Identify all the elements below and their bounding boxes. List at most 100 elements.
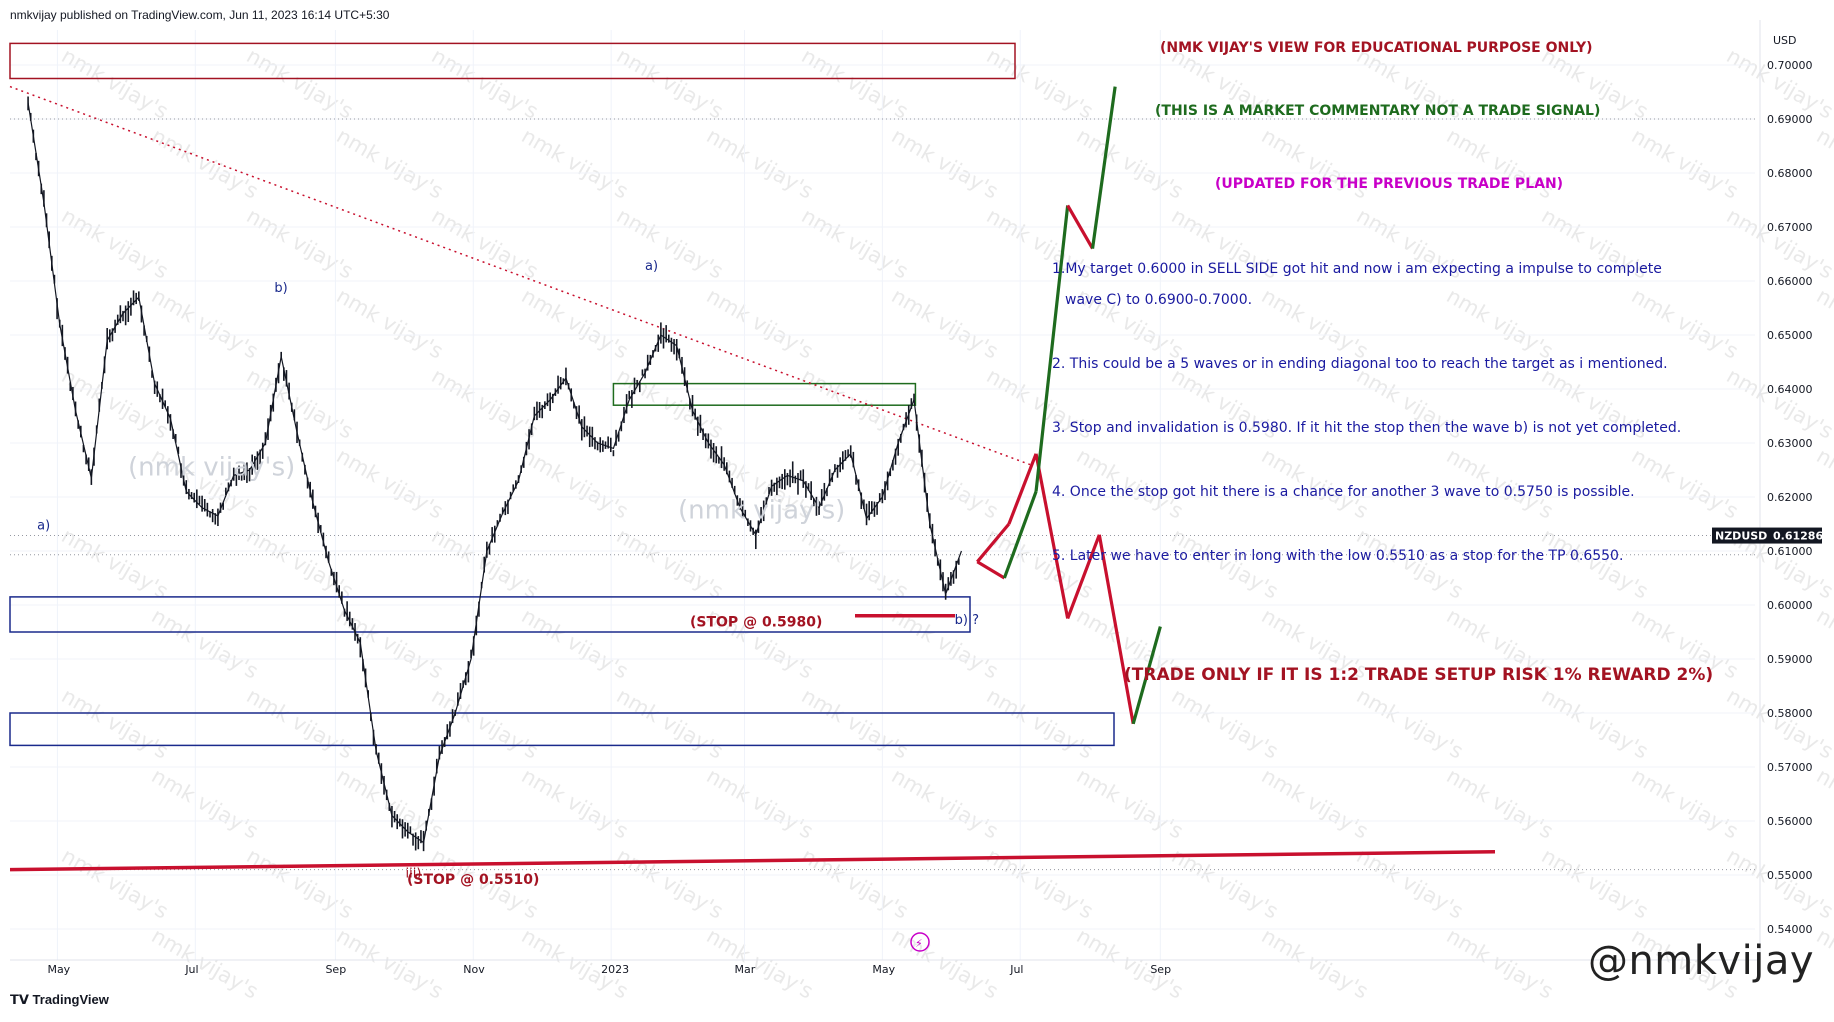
watermark-text: nmk vijay's bbox=[1628, 444, 1743, 524]
wave-label: a) bbox=[645, 259, 658, 274]
y-tick-label: 0.61000 bbox=[1767, 545, 1813, 558]
annotation-point-5: 5. Later we have to enter in long with t… bbox=[1052, 548, 1623, 564]
tradingview-logo-icon: 𝗧𝗩 bbox=[10, 992, 33, 1007]
watermark-text: nmk vijay's bbox=[1443, 924, 1558, 1004]
annotation-point-1-cont: wave C) to 0.6900-0.7000. bbox=[1065, 292, 1252, 308]
x-tick-label: May bbox=[872, 963, 895, 976]
stop-label-05510: (STOP @ 0.5510) bbox=[407, 872, 539, 888]
watermark-text: nmk vijay's bbox=[58, 844, 173, 924]
watermark-text: nmk vijay's bbox=[1813, 924, 1834, 1004]
y-tick-label: 0.58000 bbox=[1767, 707, 1813, 720]
y-tick-label: 0.54000 bbox=[1767, 923, 1813, 936]
watermark-text: nmk vijay's bbox=[1813, 764, 1834, 844]
watermark-text: nmk vijay's bbox=[1258, 924, 1373, 1004]
watermark-text: nmk vijay's bbox=[1443, 764, 1558, 844]
watermark-text: nmk vijay's bbox=[1723, 684, 1834, 764]
watermark-text: nmk vijay's bbox=[1813, 444, 1834, 524]
watermark-text: nmk vijay's bbox=[1723, 44, 1834, 124]
y-tick-label: 0.62000 bbox=[1767, 491, 1813, 504]
watermark-text: nmk vijay's bbox=[1168, 684, 1283, 764]
y-tick-label: 0.64000 bbox=[1767, 383, 1813, 396]
annotation-point-2: 2. This could be a 5 waves or in ending … bbox=[1052, 356, 1668, 372]
watermark-text: nmk vijay's bbox=[58, 44, 173, 124]
alt-projection-leg[interactable] bbox=[1093, 87, 1116, 249]
watermark-text: nmk vijay's bbox=[1723, 844, 1834, 924]
currency-label: USD bbox=[1773, 34, 1797, 47]
last-price-text: 0.61286 bbox=[1773, 530, 1823, 543]
projection-leg[interactable] bbox=[1009, 454, 1036, 524]
watermark-text: nmk vijay's bbox=[1628, 124, 1743, 204]
projection-leg[interactable] bbox=[1036, 454, 1068, 619]
watermark-text: nmk vijay's bbox=[1628, 764, 1743, 844]
watermark-text: nmk vijay's bbox=[1723, 364, 1834, 444]
wave-label: b) ? bbox=[955, 613, 979, 628]
watermark-text: nmk vijay's bbox=[613, 364, 728, 444]
watermark-text: nmk vijay's bbox=[243, 364, 358, 444]
watermark-text: nmk vijay's bbox=[798, 684, 913, 764]
annotation-point-3: 3. Stop and invalidation is 0.5980. If i… bbox=[1052, 420, 1681, 436]
annotation-point-1: 1.My target 0.6000 in SELL SIDE got hit … bbox=[1052, 261, 1662, 277]
annotation-trade-rule: (TRADE ONLY IF IT IS 1:2 TRADE SETUP RIS… bbox=[1124, 665, 1713, 685]
watermark-text: nmk vijay's bbox=[613, 684, 728, 764]
watermark-text: nmk vijay's bbox=[518, 124, 633, 204]
watermark-text: nmk vijay's bbox=[1258, 284, 1373, 364]
annotation-title-1: (NMK VIJAY'S VIEW FOR EDUCATIONAL PURPOS… bbox=[1160, 40, 1593, 56]
watermark-text: nmk vijay's bbox=[518, 604, 633, 684]
watermark-text: nmk vijay's bbox=[798, 844, 913, 924]
watermark-text: nmk vijay's bbox=[1443, 284, 1558, 364]
watermark-text: nmk vijay's bbox=[148, 924, 263, 1004]
watermark-text: nmk vijay's bbox=[798, 44, 913, 124]
y-tick-label: 0.65000 bbox=[1767, 329, 1813, 342]
watermark-text: nmk vijay's bbox=[333, 924, 448, 1004]
x-tick-label: 2023 bbox=[601, 963, 629, 976]
stop-label-0598: (STOP @ 0.5980) bbox=[690, 615, 822, 631]
watermark-text: nmk vijay's bbox=[703, 124, 818, 204]
y-tick-label: 0.69000 bbox=[1767, 113, 1813, 126]
watermark-text: nmk vijay's bbox=[333, 124, 448, 204]
y-tick-label: 0.68000 bbox=[1767, 167, 1813, 180]
watermark-text: nmk vijay's bbox=[703, 284, 818, 364]
brand-name: TradingView bbox=[33, 992, 109, 1007]
symbol-badge-text: NZDUSD bbox=[1715, 530, 1767, 543]
watermark-text: nmk vijay's bbox=[798, 204, 913, 284]
watermark-text: nmk vijay's bbox=[148, 604, 263, 684]
watermark-text: nmk vijay's bbox=[333, 444, 448, 524]
long-term-support-line[interactable] bbox=[10, 852, 1495, 870]
watermark-text: nmk vijay's bbox=[798, 364, 913, 444]
x-tick-label: Jul bbox=[184, 963, 198, 976]
support-box-lower[interactable] bbox=[10, 713, 1114, 745]
y-tick-label: 0.70000 bbox=[1767, 59, 1813, 72]
top-resistance-box[interactable] bbox=[10, 43, 1015, 78]
watermark-text: nmk vijay's bbox=[518, 284, 633, 364]
watermark-text: nmk vijay's bbox=[1628, 284, 1743, 364]
watermark-text: nmk vijay's bbox=[428, 204, 543, 284]
big-watermark: (nmk vijay's) bbox=[128, 452, 295, 482]
watermark-text: nmk vijay's bbox=[1073, 124, 1188, 204]
watermark-text: nmk vijay's bbox=[888, 764, 1003, 844]
y-tick-label: 0.63000 bbox=[1767, 437, 1813, 450]
y-tick-label: 0.60000 bbox=[1767, 599, 1813, 612]
watermark-text: nmk vijay's bbox=[1258, 764, 1373, 844]
watermark-text: nmk vijay's bbox=[428, 364, 543, 444]
watermark-text: nmk vijay's bbox=[1538, 844, 1653, 924]
watermark-text: nmk vijay's bbox=[518, 444, 633, 524]
alt-projection-leg[interactable] bbox=[977, 562, 1004, 578]
watermark-text: nmk vijay's bbox=[148, 764, 263, 844]
watermark-text: nmk vijay's bbox=[1813, 124, 1834, 204]
watermark-text: nmk vijay's bbox=[703, 764, 818, 844]
watermark-text: nmk vijay's bbox=[428, 44, 543, 124]
watermark-text: nmk vijay's bbox=[1073, 764, 1188, 844]
watermark-text: nmk vijay's bbox=[518, 764, 633, 844]
watermark-text: nmk vijay's bbox=[243, 844, 358, 924]
watermark-text: nmk vijay's bbox=[1813, 284, 1834, 364]
watermark-text: nmk vijay's bbox=[148, 124, 263, 204]
watermark-text: nmk vijay's bbox=[243, 684, 358, 764]
x-tick-label: Nov bbox=[463, 963, 485, 976]
wave-label: b) bbox=[274, 281, 287, 296]
watermark-text: nmk vijay's bbox=[243, 44, 358, 124]
y-tick-label: 0.67000 bbox=[1767, 221, 1813, 234]
watermark-text: nmk vijay's bbox=[58, 684, 173, 764]
watermark-text: nmk vijay's bbox=[613, 44, 728, 124]
